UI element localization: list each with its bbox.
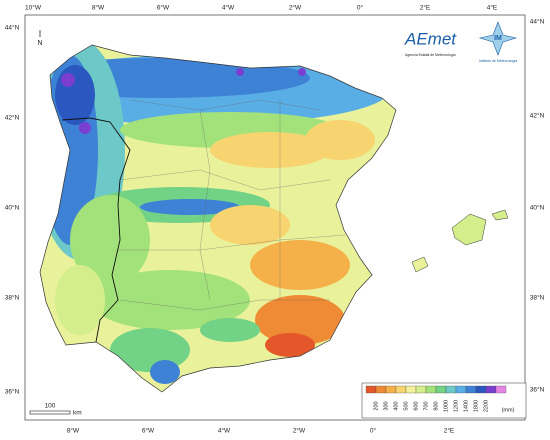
lon-label: 0° <box>370 427 377 435</box>
legend-label: 2200 <box>483 400 489 412</box>
legend-swatch <box>485 385 497 394</box>
legend-swatch <box>385 385 397 394</box>
lat-label: 40°N <box>5 204 20 212</box>
lon-label: 4°W <box>218 427 231 435</box>
legend-swatch <box>455 385 467 394</box>
lon-label: 4°E <box>487 4 498 12</box>
legend-swatch <box>475 385 487 394</box>
lon-label: 10°W <box>25 4 42 12</box>
im-logo: IM <box>494 35 502 42</box>
north-arrow: N <box>37 30 43 47</box>
legend-swatch <box>465 385 477 394</box>
portugal-border <box>61 117 131 343</box>
legend-swatch <box>395 385 407 394</box>
aemet-logo: AEmet <box>404 29 457 48</box>
lat-label: 38°N <box>530 294 545 302</box>
regional-borders <box>118 99 346 311</box>
legend-label: 200 <box>373 401 379 410</box>
lon-label: 8°W <box>67 427 80 435</box>
legend-label: 400 <box>393 401 399 410</box>
aemet-subtitle: Agencia Estatal de Meteorología <box>405 53 456 57</box>
legend-swatch <box>495 385 507 394</box>
lon-label: 8°W <box>92 4 105 12</box>
legend-label: 1400 <box>463 400 469 412</box>
legend-label: 500 <box>403 401 409 410</box>
legend: 200 300 400 500 600 700 800 1000 1200 1400 1800 220… <box>361 382 527 419</box>
scale-unit: km <box>73 410 82 417</box>
legend-label: 300 <box>383 401 389 410</box>
lon-label: 2°E <box>420 4 431 12</box>
lon-label: 6°W <box>157 4 170 12</box>
graticule-labels: 10°W 8°W 6°W 4°W 2°W 0° 2°E 4°E 8°W 6°W … <box>5 4 545 435</box>
legend-label: 1000 <box>443 400 449 412</box>
legend-swatch <box>425 385 437 394</box>
lon-label: 2°W <box>289 4 302 12</box>
lon-label: 0° <box>357 4 364 12</box>
lat-label: 38°N <box>5 294 20 302</box>
lon-label: 6°W <box>142 427 155 435</box>
legend-label: 1800 <box>473 400 479 412</box>
lat-label: 44°N <box>530 18 545 26</box>
legend-swatch <box>375 385 387 394</box>
lat-label: 44°N <box>5 24 20 32</box>
legend-swatch <box>405 385 417 394</box>
lon-label: 4°W <box>222 4 235 12</box>
lat-label: 36°N <box>5 388 20 396</box>
north-label: N <box>37 40 42 47</box>
legend-label: 700 <box>423 401 429 410</box>
logos: AEmet Agencia Estatal de Meteorología IM… <box>404 21 517 63</box>
lat-label: 40°N <box>530 204 545 212</box>
lon-label: 2°E <box>444 427 455 435</box>
legend-unit: (mm) <box>502 407 515 413</box>
scale-value: 100 <box>45 403 56 410</box>
lat-label: 36°N <box>530 386 545 394</box>
legend-swatch <box>415 385 427 394</box>
legend-swatch <box>445 385 457 394</box>
lon-label: 2°W <box>293 427 306 435</box>
legend-label: 600 <box>413 401 419 410</box>
im-subtitle: Instituto de Meteorologia <box>479 59 517 63</box>
legend-swatch <box>435 385 447 394</box>
lat-label: 42°N <box>530 112 545 120</box>
legend-swatch <box>365 385 377 394</box>
coastline <box>39 44 397 393</box>
balearic-islands <box>411 209 509 273</box>
lat-label: 42°N <box>5 114 20 122</box>
scale-bar: 100 km <box>29 403 82 417</box>
legend-label: 1200 <box>453 400 459 412</box>
legend-label: 800 <box>433 401 439 410</box>
